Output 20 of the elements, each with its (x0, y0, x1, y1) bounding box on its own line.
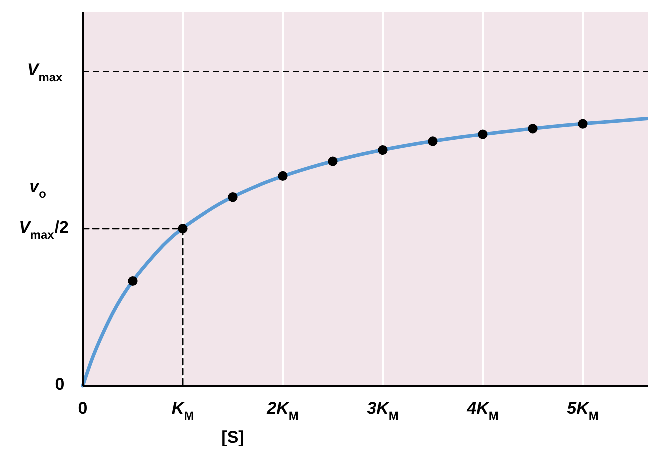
point (578, 119, 588, 129)
x-tick-label: 3K$_{M}$ (367, 399, 399, 424)
point (378, 145, 388, 156)
point (278, 171, 288, 182)
x-tick-label: K$_{M}$ (172, 399, 194, 424)
text: 0 (55, 375, 65, 394)
text: V$_{max}$/2 (19, 218, 69, 242)
x-axis-title: [S] (222, 428, 244, 448)
y-axis-title: v$_{o}$ (30, 177, 46, 201)
point (328, 156, 338, 166)
point (428, 136, 438, 146)
x-tick-label: 5K$_{M}$ (567, 399, 599, 424)
ref-line-label: V$_{max}$ (27, 61, 63, 85)
point (478, 130, 488, 140)
point (128, 276, 138, 286)
x-tick-label: 0 (78, 399, 88, 418)
point (228, 192, 238, 202)
x-tick-label: 2K$_{M}$ (266, 399, 299, 424)
x-tick-label: 4K$_{M}$ (466, 399, 499, 424)
point (528, 124, 538, 134)
